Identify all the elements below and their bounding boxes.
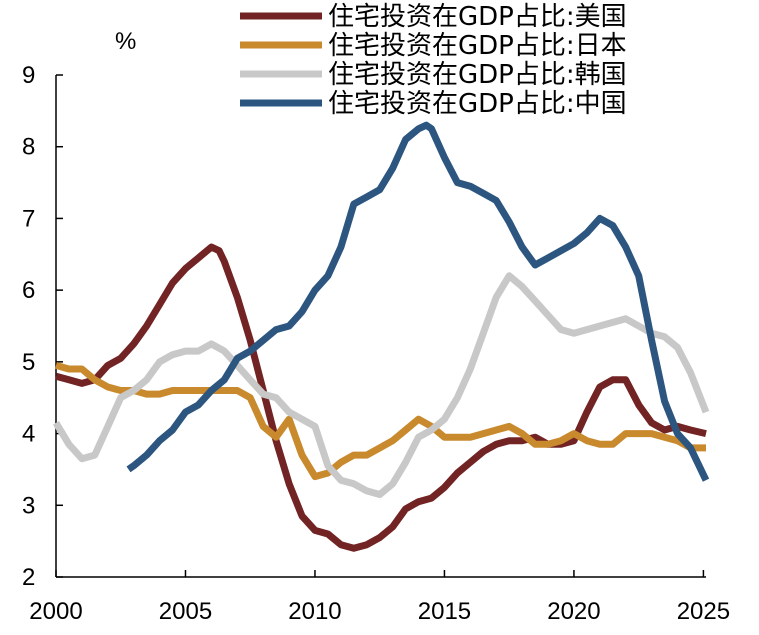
series-line-3 xyxy=(126,121,710,482)
y-tick-label: 7 xyxy=(22,205,35,232)
axes: 2 3 4 5 6 7 8 9 2000 2005 2010 2015 2020 2025 xyxy=(22,62,730,625)
series-lines xyxy=(52,121,710,552)
x-tick-label: 2005 xyxy=(159,598,212,625)
legend-label-3: 住宅投资在GDP占比:中国 xyxy=(328,89,627,119)
x-tick-label: 2025 xyxy=(677,598,730,625)
legend-label-2: 住宅投资在GDP占比:韩国 xyxy=(328,60,627,90)
x-tick-label: 2000 xyxy=(29,598,82,625)
series-line-1 xyxy=(55,362,706,481)
y-unit-label: % xyxy=(115,28,136,55)
x-tick-label: 2015 xyxy=(418,598,471,625)
y-tick-label: 9 xyxy=(22,62,35,89)
y-tick-label: 2 xyxy=(22,564,35,591)
x-tick-label: 2010 xyxy=(288,598,341,625)
x-tick-label: 2020 xyxy=(547,598,600,625)
y-tick-label: 6 xyxy=(22,277,35,304)
series-line-0 xyxy=(55,243,707,552)
y-tick-label: 8 xyxy=(22,134,35,161)
y-tick-label: 4 xyxy=(22,421,35,448)
legend-label-0: 住宅投资在GDP占比:美国 xyxy=(328,2,627,32)
legend: 住宅投资在GDP占比:美国住宅投资在GDP占比:日本住宅投资在GDP占比:韩国住… xyxy=(240,2,627,119)
y-tick-label: 5 xyxy=(22,349,35,376)
legend-label-1: 住宅投资在GDP占比:日本 xyxy=(328,31,627,61)
y-tick-label: 3 xyxy=(22,492,35,519)
series-line-2 xyxy=(52,272,710,498)
